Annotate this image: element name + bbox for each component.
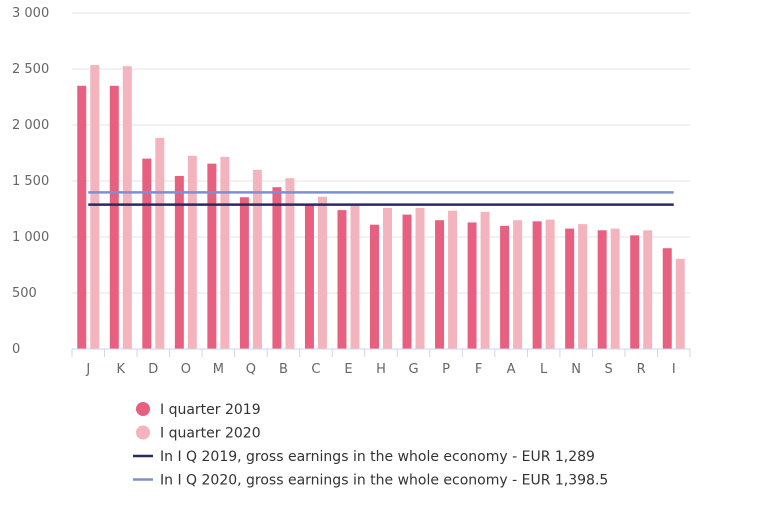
x-tick-label: G bbox=[408, 362, 418, 377]
x-tick-label: E bbox=[344, 362, 352, 377]
x-tick-label: Q bbox=[246, 362, 256, 377]
x-tick-label: N bbox=[571, 362, 581, 377]
bar-2019-K bbox=[109, 85, 119, 350]
x-tick-label: K bbox=[117, 362, 126, 377]
bar-2019-F bbox=[467, 222, 477, 349]
y-tick-label: 0 bbox=[12, 342, 20, 357]
bar-2019-H bbox=[370, 224, 379, 349]
bar-2020-K bbox=[122, 66, 132, 349]
bar-2019-E bbox=[337, 210, 347, 349]
bar-2019-G bbox=[402, 214, 412, 349]
legend-label: In I Q 2019, gross earnings in the whole… bbox=[160, 449, 595, 465]
bar-2020-J bbox=[90, 65, 100, 349]
bar-2019-M bbox=[207, 163, 217, 349]
legend-label: I quarter 2020 bbox=[160, 426, 261, 442]
legend: I quarter 2019 I quarter 2020 In I Q 2019,… bbox=[133, 402, 608, 489]
bar-2019-D bbox=[142, 158, 152, 349]
legend-marker-2020 bbox=[136, 425, 150, 440]
bar-2020-I bbox=[675, 258, 685, 349]
bar-2020-L bbox=[545, 219, 555, 349]
y-tick-label: 1 000 bbox=[12, 230, 49, 245]
bar-2019-I bbox=[662, 248, 672, 349]
bar-2020-E bbox=[350, 204, 360, 349]
bar-2019-Q bbox=[239, 197, 249, 349]
x-tick-label: D bbox=[148, 362, 158, 377]
x-tick-label: O bbox=[181, 362, 191, 377]
bar-2019-O bbox=[174, 175, 184, 349]
y-tick-label: 2 000 bbox=[12, 118, 49, 133]
bar-2020-O bbox=[187, 155, 197, 349]
x-tick-label: H bbox=[376, 362, 386, 377]
x-tick-label: C bbox=[311, 362, 320, 377]
x-tick-label: L bbox=[540, 362, 548, 377]
x-tick-label: M bbox=[213, 362, 224, 377]
legend-label: In I Q 2020, gross earnings in the whole… bbox=[160, 473, 608, 489]
bar-2020-F bbox=[480, 211, 490, 349]
y-axis: 0 500 1 000 1 500 2 000 2 500 3 000 bbox=[12, 6, 49, 357]
bar-2019-A bbox=[500, 225, 510, 349]
bar-2019-N bbox=[565, 228, 575, 349]
bar-2020-H bbox=[383, 207, 392, 349]
y-tick-label: 500 bbox=[12, 286, 37, 301]
x-tick-label: B bbox=[279, 362, 288, 377]
bars bbox=[77, 65, 685, 350]
legend-marker-2019 bbox=[136, 402, 150, 416]
y-tick-label: 3 000 bbox=[12, 6, 49, 21]
bar-2019-S bbox=[597, 230, 607, 349]
x-tick-label: S bbox=[605, 362, 613, 377]
bar-2020-G bbox=[415, 207, 425, 349]
bar-2020-A bbox=[513, 220, 523, 349]
grid bbox=[72, 12, 690, 294]
bar-2019-L bbox=[532, 221, 542, 349]
bar-2019-P bbox=[435, 220, 445, 349]
bar-2020-D bbox=[155, 137, 165, 349]
x-tick-label: I bbox=[672, 362, 676, 377]
bar-2020-Q bbox=[252, 169, 262, 349]
x-tick-label: P bbox=[442, 362, 450, 377]
x-tick-label: R bbox=[637, 362, 646, 377]
bar-2019-C bbox=[304, 203, 314, 349]
reference-lines bbox=[88, 191, 674, 206]
y-tick-label: 1 500 bbox=[12, 174, 49, 189]
x-tick-label: A bbox=[507, 362, 516, 377]
bar-2020-R bbox=[643, 230, 653, 349]
legend-label: I quarter 2019 bbox=[160, 402, 261, 418]
x-tick-label: F bbox=[475, 362, 482, 377]
bar-2020-P bbox=[448, 210, 458, 349]
bar-2019-R bbox=[630, 235, 640, 349]
y-tick-label: 2 500 bbox=[12, 62, 49, 77]
bar-2020-C bbox=[317, 196, 327, 349]
x-tick-label: J bbox=[85, 362, 90, 377]
bar-2020-M bbox=[220, 156, 230, 349]
bar-2020-B bbox=[285, 178, 295, 349]
bar-2020-S bbox=[610, 228, 620, 349]
bar-2020-N bbox=[578, 224, 588, 349]
bar-2019-B bbox=[272, 187, 282, 349]
bar-2019-J bbox=[77, 85, 87, 350]
